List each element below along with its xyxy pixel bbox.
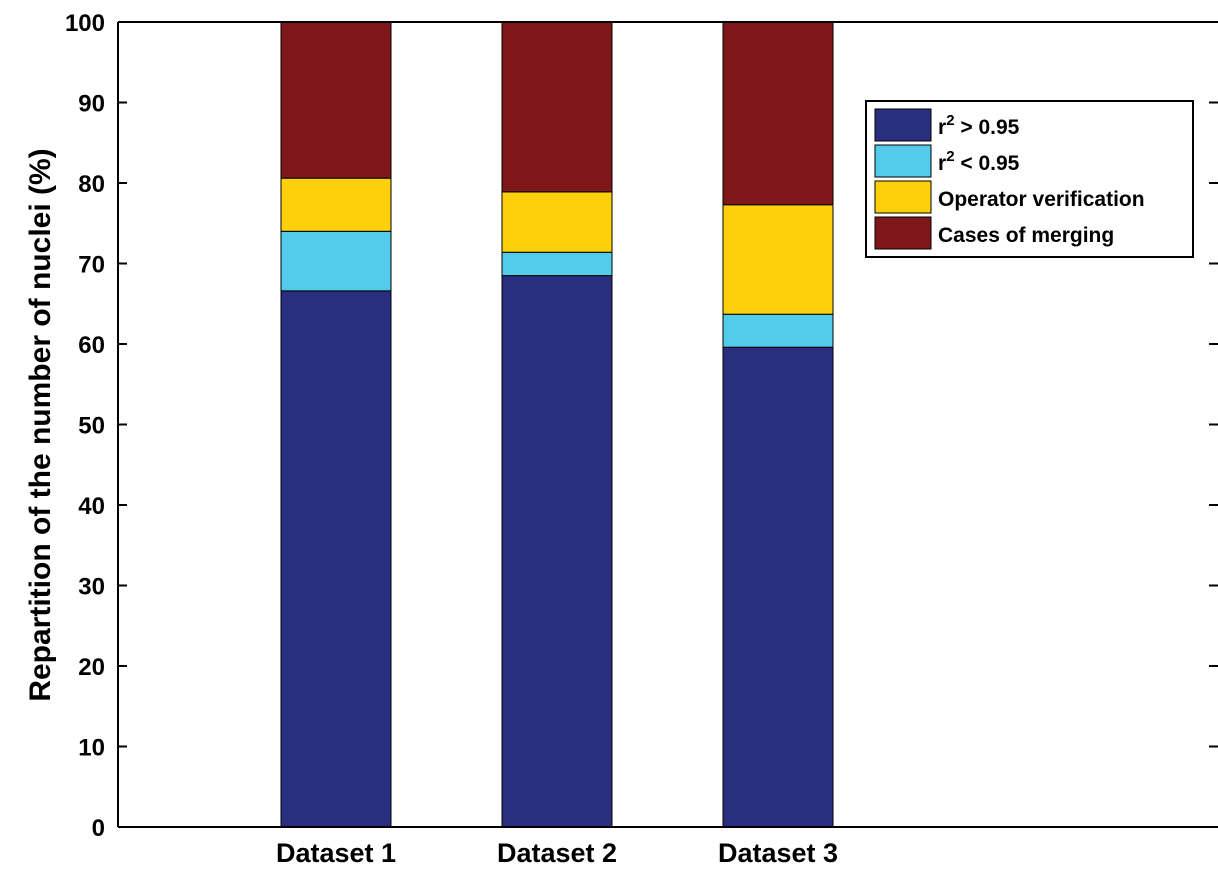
bar-segment-3-series-2 xyxy=(722,313,834,348)
y-tick-label: 0 xyxy=(92,815,105,842)
bar-segment-1-series-2 xyxy=(280,230,392,292)
x-tick-label: Dataset 3 xyxy=(718,838,838,868)
y-tick-label: 80 xyxy=(78,171,105,198)
bar-segment-2-series-4 xyxy=(501,21,613,193)
bar-segment-3-series-3 xyxy=(722,204,834,315)
bars-group xyxy=(280,21,834,828)
bar-segment-2-series-3 xyxy=(501,191,613,253)
axes-group: Dataset 1 Dataset 2 Dataset 3 0 10 20 30 40 50 60… xyxy=(65,10,1218,868)
y-tick-label: 60 xyxy=(78,332,105,359)
legend-label: Operator verification xyxy=(938,188,1145,211)
legend-swatch xyxy=(874,180,932,214)
y-tick-label: 50 xyxy=(78,413,105,440)
bar-segment-3-series-1 xyxy=(722,346,834,828)
bar-segment-2-series-1 xyxy=(501,275,613,828)
y-tick-label: 100 xyxy=(65,10,105,37)
x-tick-label: Dataset 1 xyxy=(276,838,396,868)
legend-swatch xyxy=(874,108,932,142)
legend-label: Cases of merging xyxy=(938,224,1114,247)
x-tick-label: Dataset 2 xyxy=(497,838,617,868)
y-tick-label: 30 xyxy=(78,574,105,601)
bar-segment-3-series-4 xyxy=(722,21,834,206)
legend-swatch xyxy=(874,144,932,178)
legend-label: r2 < 0.95 xyxy=(938,148,1020,175)
y-tick-label: 70 xyxy=(78,252,105,279)
y-tick-label: 20 xyxy=(78,654,105,681)
legend: r2 > 0.95 r2 < 0.95 Operator verification C… xyxy=(865,100,1194,258)
bar-segment-1-series-1 xyxy=(280,290,392,828)
bar-segment-1-series-3 xyxy=(280,177,392,232)
y-tick-label: 40 xyxy=(78,493,105,520)
bar-segment-2-series-2 xyxy=(501,251,613,277)
legend-label: r2 > 0.95 xyxy=(938,112,1020,139)
y-tick-label: 10 xyxy=(78,735,105,762)
legend-swatch xyxy=(874,216,932,250)
y-tick-label: 90 xyxy=(78,91,105,118)
y-axis-label: Repartition of the number of nuclei (%) xyxy=(24,148,57,701)
bar-segment-1-series-4 xyxy=(280,21,392,179)
